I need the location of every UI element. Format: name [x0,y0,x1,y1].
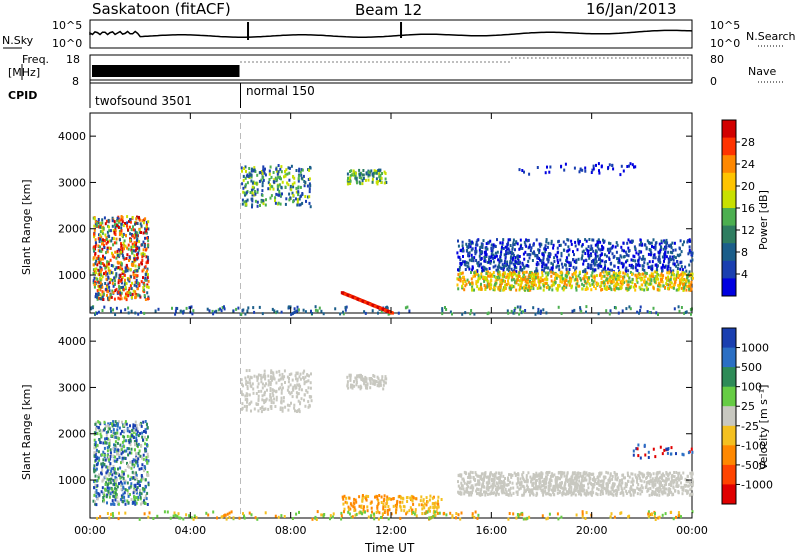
x-tick-label-3: 12:00 [375,524,407,537]
x-tick-label-2: 08:00 [275,524,307,537]
velocity-colorbar-tick-label-3: 25 [741,400,755,413]
velocity-ytick-label-3000: 3000 [58,381,86,394]
power-colorbar-label: Power [dB] [757,190,770,250]
velocity-colorbar-swatch-1 [722,348,736,368]
power-ytick-label-1000: 1000 [58,269,86,282]
power-colorbar-swatch-4 [722,190,736,208]
velocity-colorbar-swatch-0 [722,328,736,348]
x-tick-label-4: 16:00 [475,524,507,537]
velocity-colorbar-swatch-6 [722,445,736,465]
power-colorbar-tick-label-3: 16 [741,202,755,215]
power-colorbar-tick-label-5: 8 [741,246,748,259]
power-colorbar-swatch-8 [722,261,736,279]
power-ytick-label-4000: 4000 [58,130,86,143]
velocity-colorbar-label: Velocity [m s⁻¹] [757,385,770,470]
power-ylabel: Slant Range [km] [20,179,33,275]
power-colorbar-swatch-3 [722,173,736,191]
power-colorbar-swatch-6 [722,226,736,244]
power-ytick-label-2000: 2000 [58,223,86,236]
velocity-colorbar-tick-label-0: 1000 [741,342,769,355]
power-colorbar-tick-label-2: 20 [741,180,755,193]
x-tick-label-5: 20:00 [576,524,608,537]
velocity-colorbar-tick-label-1: 500 [741,361,762,374]
power-colorbar-swatch-0 [722,120,736,138]
velocity-ytick-label-1000: 1000 [58,474,86,487]
x-tick-label-6: 00:00 [676,524,708,537]
x-axis-label: Time UT [365,542,414,554]
velocity-ytick-label-4000: 4000 [58,335,86,348]
power-colorbar-tick-label-1: 24 [741,158,755,171]
velocity-colorbar-swatch-5 [722,426,736,446]
power-colorbar-tick-label-6: 4 [741,268,748,281]
x-tick-label-1: 04:00 [174,524,206,537]
power-colorbar-tick-label-4: 12 [741,224,755,237]
velocity-colorbar-swatch-7 [722,465,736,485]
power-colorbar-swatch-9 [722,278,736,296]
velocity-colorbar-swatch-4 [722,406,736,426]
power-colorbar-swatch-2 [722,155,736,173]
velocity-colorbar-tick-label-7: -1000 [741,478,773,491]
nsky-trace [90,30,692,37]
power-ytick-label-3000: 3000 [58,176,86,189]
velocity-ytick-label-2000: 2000 [58,428,86,441]
velocity-colorbar-swatch-2 [722,367,736,387]
power-colorbar-tick-label-0: 28 [741,136,755,149]
x-tick-label-0: 00:00 [74,524,106,537]
power-colorbar-swatch-7 [722,243,736,261]
power-colorbar-swatch-1 [722,138,736,156]
velocity-colorbar-swatch-3 [722,387,736,407]
power-colorbar-swatch-5 [722,208,736,226]
freq-twofsound-block [92,65,240,77]
velocity-ylabel: Slant Range [km] [20,384,33,480]
velocity-colorbar-swatch-8 [722,484,736,504]
